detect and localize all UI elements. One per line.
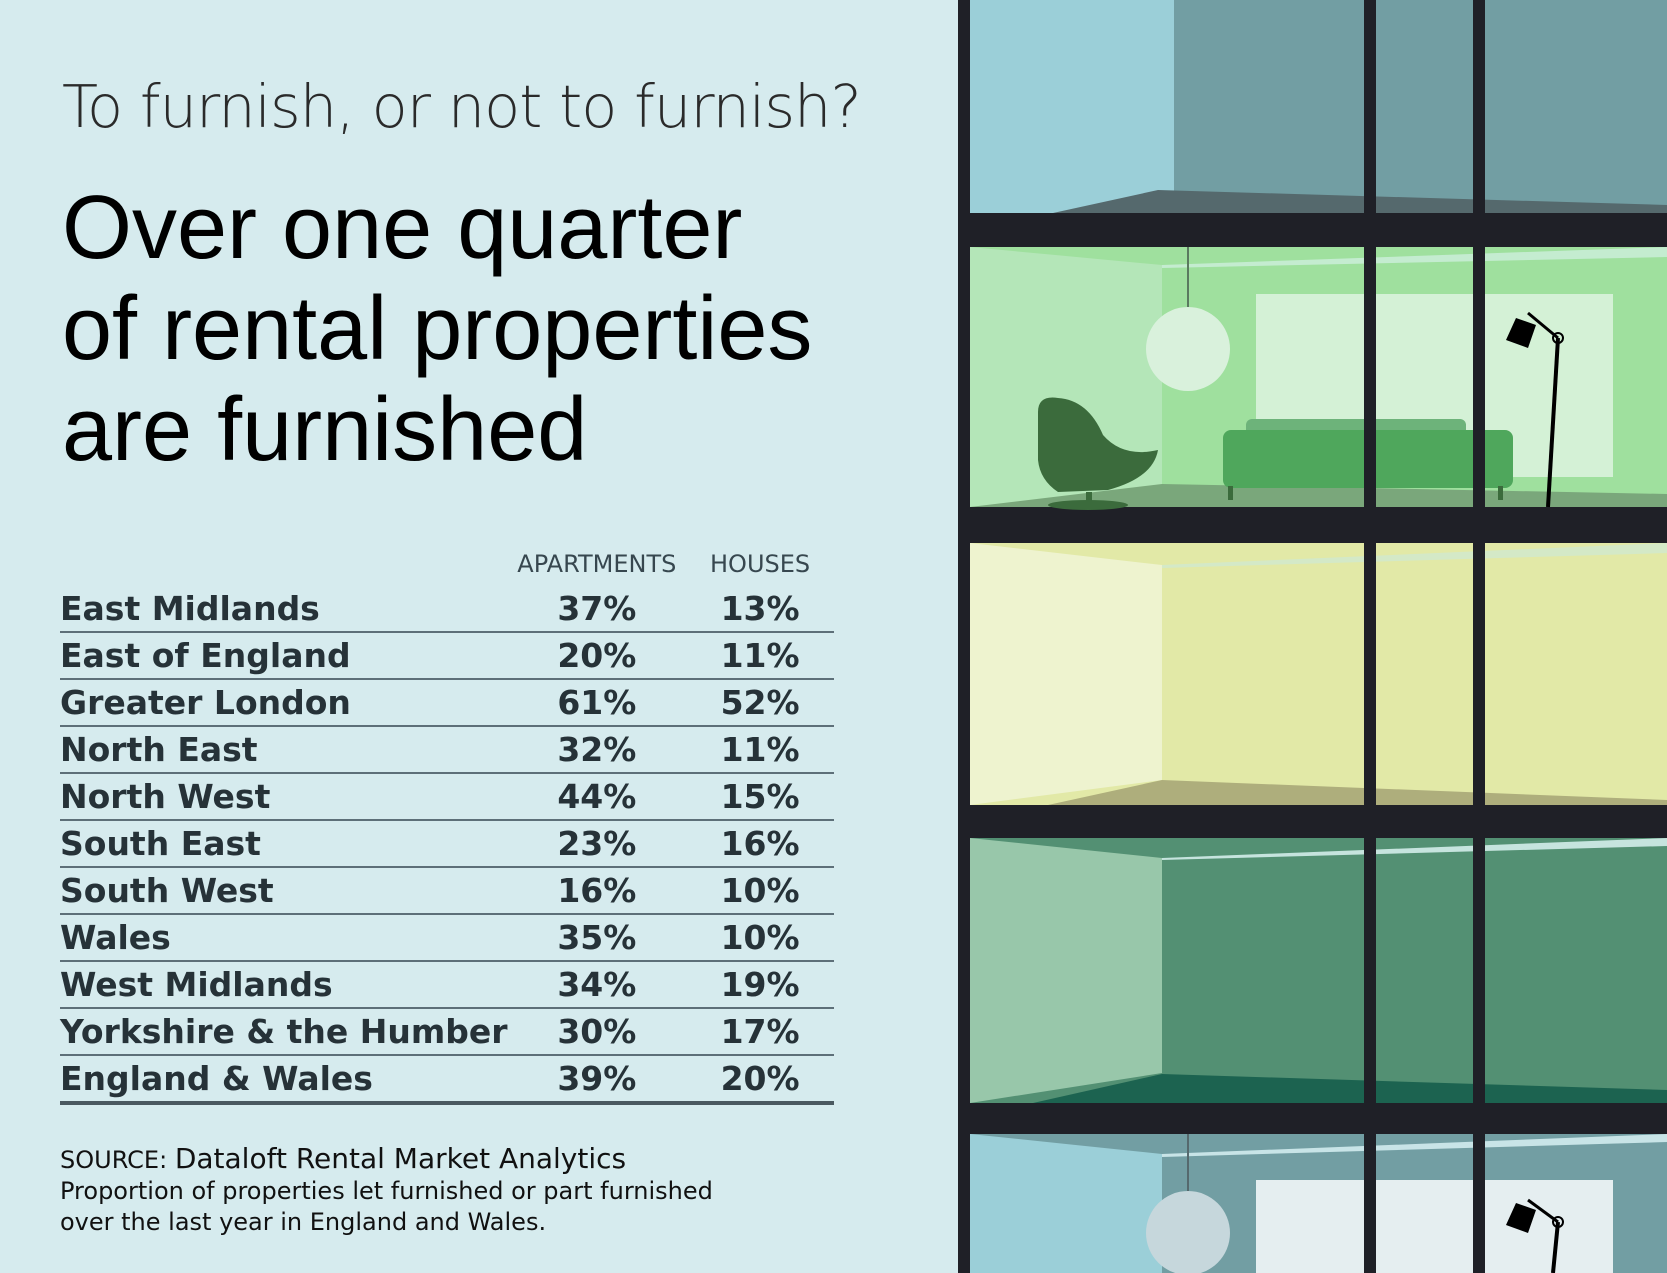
column-header-houses: HOUSES — [710, 550, 811, 578]
houses-cell: 10% — [686, 867, 834, 915]
apartments-cell: 20% — [507, 632, 687, 680]
headline-line-2: of rental properties — [62, 279, 813, 379]
region-cell: North East — [60, 726, 508, 774]
pendant-lamp-icon — [1146, 307, 1230, 391]
source-label: SOURCE: — [60, 1146, 175, 1174]
apartments-cell: 23% — [507, 820, 687, 868]
table-row: West Midlands 34% 19% — [60, 961, 834, 1009]
apartments-cell: 37% — [507, 586, 687, 633]
floor-1-window — [970, 0, 1667, 213]
apartments-cell: 30% — [507, 1008, 687, 1056]
houses-cell: 52% — [686, 679, 834, 727]
headline: Over one quarter of rental properties ar… — [62, 178, 812, 481]
infographic-text-panel: To furnish, or not to furnish? Over one … — [60, 72, 862, 1238]
houses-cell: 19% — [686, 961, 834, 1009]
table-row: East Midlands 37% 13% — [60, 586, 834, 633]
apartments-cell: 35% — [507, 914, 687, 962]
region-cell: South West — [60, 867, 508, 915]
column-header-apartments: APARTMENTS — [517, 550, 677, 578]
table-row: North West 44% 15% — [60, 773, 834, 821]
table-row: South West 16% 10% — [60, 867, 834, 915]
table-header-row: APARTMENTS HOUSES — [60, 548, 834, 586]
floor-lamp-icon — [1506, 311, 1564, 508]
table-row: North East 32% 11% — [60, 726, 834, 774]
apartments-cell: 39% — [507, 1055, 687, 1105]
houses-cell: 17% — [686, 1008, 834, 1056]
table-row: Greater London 61% 52% — [60, 679, 834, 727]
floor-3-window — [970, 543, 1667, 805]
table-row: Yorkshire & the Humber 30% 17% — [60, 1008, 834, 1056]
apartments-cell: 32% — [507, 726, 687, 774]
region-cell: South East — [60, 820, 508, 868]
table-row: South East 23% 16% — [60, 820, 834, 868]
mullion-right — [1473, 0, 1485, 1273]
apartments-cell: 44% — [507, 773, 687, 821]
apartment-building-illustration — [958, 0, 1667, 1273]
table-row: East of England 20% 11% — [60, 632, 834, 680]
apartments-cell: 61% — [507, 679, 687, 727]
houses-cell: 20% — [686, 1055, 834, 1105]
apartments-cell: 16% — [507, 867, 687, 915]
armchair-icon — [1038, 397, 1158, 492]
region-cell: Greater London — [60, 679, 508, 727]
source-name: Dataloft Rental Market Analytics — [174, 1142, 627, 1175]
houses-cell: 16% — [686, 820, 834, 868]
pendant-lamp-icon — [1146, 1191, 1230, 1273]
region-cell: England & Wales — [60, 1055, 508, 1105]
source-note: SOURCE: Dataloft Rental Market Analytics… — [60, 1143, 780, 1238]
source-note-line-1: Proportion of properties let furnished o… — [60, 1177, 713, 1205]
floor-2-window — [970, 247, 1667, 510]
table-row-total: England & Wales 39% 20% — [60, 1055, 834, 1105]
apartments-cell: 34% — [507, 961, 687, 1009]
houses-cell: 15% — [686, 773, 834, 821]
region-cell: East of England — [60, 632, 508, 680]
region-cell: Yorkshire & the Humber — [60, 1008, 508, 1056]
source-note-line-2: over the last year in England and Wales. — [60, 1208, 547, 1236]
mullion-left — [958, 0, 970, 1273]
kicker-question: To furnish, or not to furnish? — [62, 72, 862, 141]
houses-cell: 11% — [686, 726, 834, 774]
region-cell: West Midlands — [60, 961, 508, 1009]
column-header-region — [60, 548, 508, 586]
floor-lamp-icon — [1506, 1198, 1564, 1273]
region-cell: Wales — [60, 914, 508, 962]
furnished-table: APARTMENTS HOUSES East Midlands 37% 13% … — [60, 548, 834, 1105]
houses-cell: 13% — [686, 586, 834, 633]
houses-cell: 11% — [686, 632, 834, 680]
floor-5-window — [970, 1134, 1667, 1273]
mullion-middle — [1364, 0, 1376, 1273]
headline-line-3: are furnished — [62, 380, 588, 480]
houses-cell: 10% — [686, 914, 834, 962]
region-cell: North West — [60, 773, 508, 821]
region-cell: East Midlands — [60, 586, 508, 633]
floor-4-window — [970, 838, 1667, 1103]
headline-line-1: Over one quarter — [62, 178, 743, 278]
table-row: Wales 35% 10% — [60, 914, 834, 962]
